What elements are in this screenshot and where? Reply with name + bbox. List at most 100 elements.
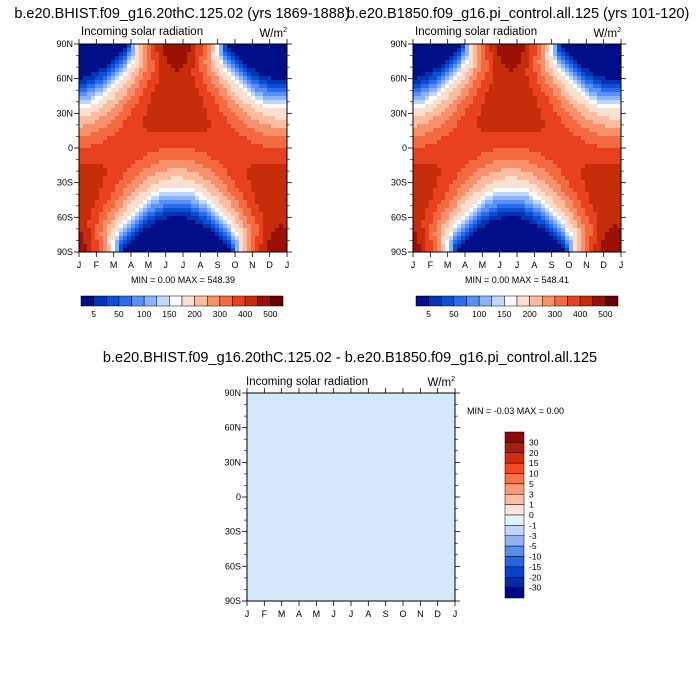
contour-cell (445, 72, 450, 77)
contour-cell (577, 220, 582, 225)
contour-cell (259, 204, 287, 209)
contour-cell (135, 220, 140, 225)
contour-cell (79, 64, 108, 69)
contour-cell (147, 196, 152, 201)
panel-title: b.e20.B1850.f09_g16.pi_control.all.125 (… (347, 6, 690, 22)
contour-cell (239, 60, 244, 65)
contour-cell (477, 180, 494, 185)
contour-cell (263, 144, 287, 149)
contour-cell (191, 48, 196, 53)
contour-cell (537, 192, 546, 197)
contour-cell (413, 56, 450, 61)
contour-cell (163, 208, 192, 213)
contour-cell (581, 220, 590, 225)
contour-cell (425, 232, 430, 237)
contour-cell (473, 192, 486, 197)
contour-cell (529, 160, 554, 165)
contour-cell (577, 192, 590, 197)
contour-cell (123, 108, 132, 113)
contour-cell (429, 228, 438, 233)
min-max-stats: MIN = 0.00 MAX = 548.41 (465, 275, 569, 285)
contour-cell (247, 220, 256, 225)
contour-cell (585, 92, 590, 97)
contour-cell (597, 112, 621, 117)
contour-cell (441, 224, 450, 229)
contour-cell (91, 236, 96, 241)
contour-cell (553, 72, 562, 77)
contour-cell (453, 64, 458, 69)
contour-cell (79, 248, 88, 252)
contour-cell (91, 248, 100, 252)
colorbar-swatch (504, 452, 525, 464)
contour-cell (493, 76, 530, 81)
contour-cell (79, 208, 92, 213)
contour-cell (103, 228, 108, 233)
contour-cell (107, 124, 124, 129)
colorbar-swatch (80, 295, 94, 307)
contour-cell (107, 168, 128, 173)
colorbar-swatch (529, 295, 543, 307)
contour-cell (255, 68, 287, 73)
contour-cell (537, 52, 542, 57)
contour-cell (191, 68, 200, 73)
contour-cell (167, 56, 188, 61)
contour-cell (151, 52, 160, 57)
contour-cell (497, 52, 522, 57)
contour-cell (561, 224, 566, 229)
contour-cell (79, 104, 92, 109)
contour-cell (453, 224, 458, 229)
contour-cell (263, 232, 272, 237)
contour-cell (235, 220, 244, 225)
y-tick-label: 30S (225, 527, 241, 537)
contour-cell (573, 96, 586, 101)
contour-cell (581, 80, 586, 85)
contour-cell (139, 84, 148, 89)
contour-cell (445, 192, 458, 197)
contour-cell (135, 68, 140, 73)
contour-cell (449, 56, 454, 61)
contour-cell (445, 228, 454, 233)
contour-cell (413, 44, 462, 49)
contour-cell (565, 96, 574, 101)
contour-cell (131, 232, 136, 237)
contour-cell (103, 164, 132, 169)
colorbar-label: 5 (426, 309, 431, 319)
contour-cell (413, 220, 422, 225)
contour-cell (533, 56, 542, 61)
contour-cell (127, 116, 144, 121)
contour-cell (473, 232, 550, 237)
contour-cell (525, 68, 534, 73)
contour-cell (99, 128, 120, 133)
contour-cell (79, 80, 88, 85)
contour-cell (461, 68, 470, 73)
contour-cell (585, 184, 621, 189)
contour-cell (203, 52, 208, 57)
contour-cell (457, 228, 462, 233)
contour-cell (143, 156, 212, 161)
colorbar-swatch (592, 295, 606, 307)
contour-cell (489, 216, 502, 221)
contour-cell (457, 204, 462, 209)
contour-cell (207, 64, 212, 69)
contour-cell (477, 200, 482, 205)
contour-cell (569, 112, 582, 117)
contour-cell (581, 64, 621, 69)
contour-cell (147, 112, 208, 117)
colorbar-swatch (270, 295, 284, 307)
contour-cell (239, 200, 248, 205)
contour-cell (477, 88, 490, 93)
contour-cell (79, 200, 96, 205)
contour-cell (433, 220, 438, 225)
contour-cell (119, 72, 124, 77)
contour-cell (429, 80, 438, 85)
contour-cell (175, 68, 180, 73)
contour-cell (541, 112, 558, 117)
contour-cell (565, 240, 570, 245)
contour-cell (283, 224, 287, 229)
x-tick-label: J (245, 609, 250, 619)
contour-cell (91, 100, 100, 105)
contour-cell (481, 204, 486, 209)
contour-cell (493, 188, 530, 193)
contour-cell (413, 208, 426, 213)
colorbar-swatch (93, 295, 107, 307)
